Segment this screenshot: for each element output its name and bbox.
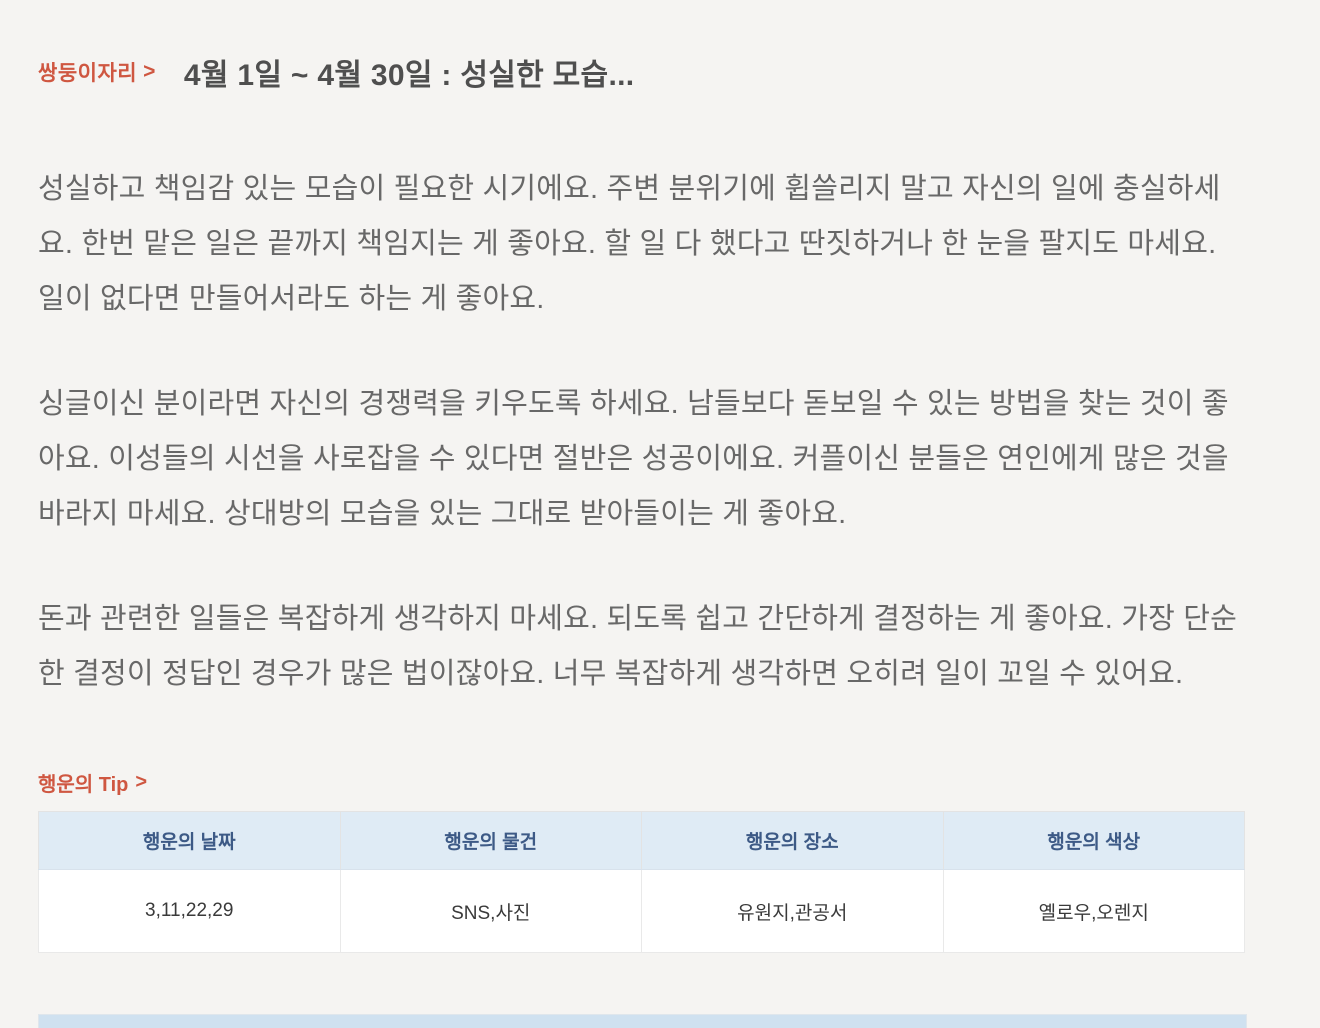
next-section-partial-bar (38, 1014, 1247, 1028)
horoscope-paragraph-work: 성실하고 책임감 있는 모습이 필요한 시기에요. 주변 분위기에 휩쓸리지 말… (38, 173, 1221, 315)
zodiac-breadcrumb-link[interactable]: 쌍둥이자리 > (38, 57, 156, 87)
table-header-row: 행운의 날짜 행운의 물건 행운의 장소 행운의 색상 (38, 811, 1245, 870)
horoscope-paragraph-money: 돈과 관련한 일들은 복잡하게 생각하지 마세요. 되도록 쉽고 간단하게 결정… (38, 603, 1238, 690)
lucky-tip-heading: 행운의 Tip > (38, 768, 1245, 797)
chevron-right-icon: > (143, 60, 156, 83)
zodiac-label: 쌍둥이자리 (38, 62, 138, 85)
table-cell-lucky-place: 유원지,관공서 (641, 869, 944, 953)
horoscope-paragraph-love: 싱글이신 분이라면 자신의 경쟁력을 키우도록 하세요. 남들보다 돋보일 수 … (38, 388, 1229, 530)
table-cell-lucky-date: 3,11,22,29 (38, 869, 341, 953)
table-header-lucky-color: 행운의 색상 (942, 811, 1245, 870)
table-row: 3,11,22,29 SNS,사진 유원지,관공서 옐로우,오렌지 (38, 869, 1245, 953)
table-header-lucky-date: 행운의 날짜 (38, 811, 341, 870)
lucky-tip-table: 행운의 날짜 행운의 물건 행운의 장소 행운의 색상 3,11,22,29 S… (38, 811, 1245, 953)
page-header: 쌍둥이자리 > 4월 1일 ~ 4월 30일 : 성실한 모습... (38, 0, 1245, 94)
table-cell-lucky-item: SNS,사진 (339, 869, 642, 953)
page-title: 4월 1일 ~ 4월 30일 : 성실한 모습... (183, 59, 635, 92)
table-header-lucky-item: 행운의 물건 (339, 811, 642, 870)
lucky-tip-label: 행운의 Tip (38, 774, 129, 796)
table-header-lucky-place: 행운의 장소 (641, 811, 944, 870)
table-cell-lucky-color: 옐로우,오렌지 (942, 869, 1245, 953)
chevron-right-icon: > (135, 771, 148, 793)
content-area: 쌍둥이자리 > 4월 1일 ~ 4월 30일 : 성실한 모습... 성실하고 … (38, 0, 1245, 953)
